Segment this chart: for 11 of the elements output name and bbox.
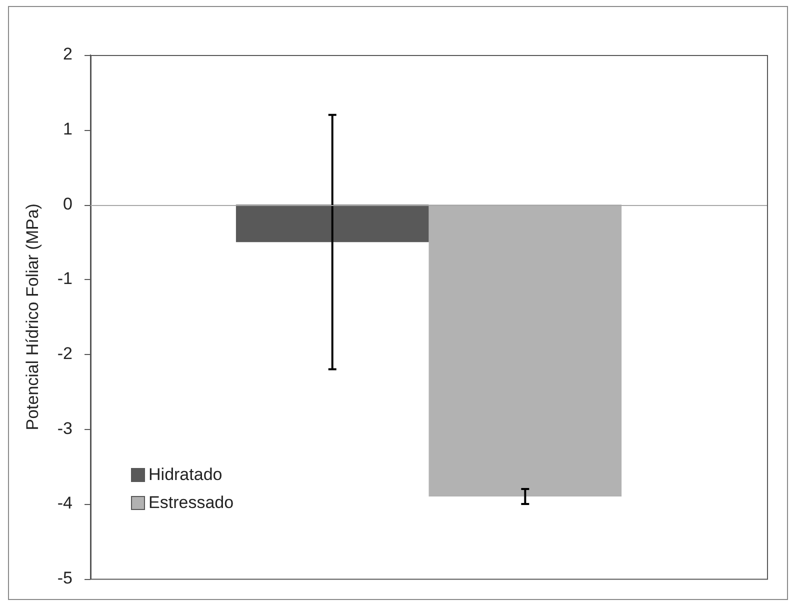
y-tick-label: -1 [57,269,73,288]
y-tick-label: -2 [57,344,73,363]
y-tick-label: 1 [63,120,73,139]
y-tick-label: 2 [63,44,73,64]
legend-label: Estressado [148,492,234,513]
y-tick-label: -5 [57,568,73,588]
y-tick-label: -4 [57,494,73,513]
y-tick-label: -3 [57,418,73,438]
legend-label: Hidratado [148,464,222,485]
y-tick-label: 0 [63,194,73,214]
y-axis-title: Potencial Hídrico Foliar (MPa) [22,204,42,430]
